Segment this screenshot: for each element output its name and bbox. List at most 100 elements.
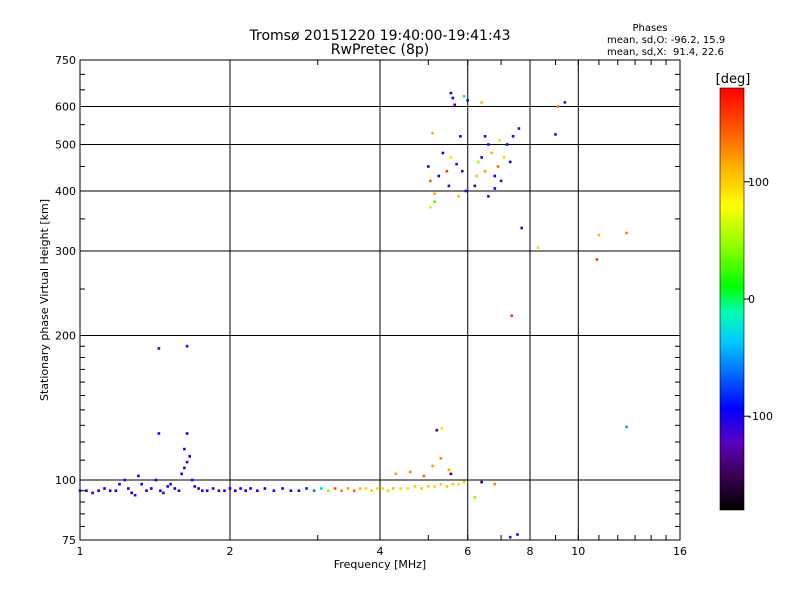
data-point	[391, 487, 395, 490]
grid	[80, 60, 680, 540]
data-point	[597, 233, 601, 237]
data-point	[449, 91, 453, 95]
data-point	[217, 489, 221, 492]
y-tick-label: 100	[55, 474, 76, 487]
data-point	[422, 474, 426, 478]
data-point	[487, 195, 490, 198]
data-point	[127, 487, 130, 490]
data-point	[473, 496, 477, 499]
data-point	[420, 487, 423, 490]
data-point	[103, 487, 106, 490]
data-point	[91, 491, 94, 495]
data-point	[154, 478, 158, 482]
data-point	[498, 139, 501, 142]
data-point	[223, 489, 226, 492]
data-point	[439, 457, 443, 460]
y-tick-label: 500	[55, 139, 76, 152]
data-point	[461, 169, 464, 173]
data-point	[625, 425, 628, 429]
data-point	[157, 347, 161, 350]
data-point	[197, 487, 200, 490]
data-point	[483, 135, 487, 138]
data-point	[563, 101, 567, 104]
data-point	[477, 160, 480, 164]
y-tick-label: 200	[55, 330, 76, 343]
data-point	[130, 491, 133, 495]
x-tick-label: 10	[571, 545, 585, 558]
data-point	[511, 135, 515, 138]
data-point	[205, 489, 209, 492]
data-point	[381, 487, 384, 490]
data-point	[228, 487, 232, 490]
data-point	[346, 487, 350, 490]
data-point	[433, 200, 436, 203]
y-tick-label: 75	[62, 534, 76, 547]
y-tick-label: 600	[55, 101, 76, 114]
data-point	[439, 482, 443, 486]
data-point	[114, 489, 118, 492]
data-point	[272, 489, 276, 492]
data-point	[433, 485, 436, 488]
data-point	[435, 428, 439, 432]
data-point	[211, 487, 215, 490]
data-point	[447, 468, 451, 472]
data-point	[508, 535, 512, 539]
data-point	[297, 489, 301, 492]
data-point	[554, 133, 557, 136]
x-tick-label: 6	[464, 545, 471, 558]
data-point	[188, 455, 191, 458]
data-point	[459, 135, 462, 138]
data-point	[185, 344, 189, 348]
data-point	[97, 489, 100, 492]
data-point	[376, 487, 379, 490]
data-point	[85, 489, 88, 492]
data-point	[455, 162, 458, 166]
data-point	[256, 489, 259, 492]
x-ticks: 1 2 4 6 8 10 16	[77, 60, 687, 558]
data-point	[429, 179, 432, 183]
data-point	[408, 470, 412, 474]
data-point	[508, 160, 512, 164]
y-tick-label: 400	[55, 185, 76, 198]
colorbar-ticks: 100 0 -100	[744, 176, 773, 423]
data-point	[386, 489, 390, 492]
colorbar-tick-label: 100	[748, 176, 769, 189]
data-point	[487, 143, 490, 146]
data-point	[502, 156, 506, 159]
data-point	[499, 179, 503, 183]
data-point	[180, 472, 183, 476]
y-ticks: 75 100 200 300 400 500 600 750	[55, 54, 680, 547]
data-point	[493, 482, 497, 486]
data-point	[183, 447, 186, 451]
data-point	[169, 482, 172, 486]
plot-area: 1 2 4 6 8 10 16 75 100 200 300 400 500 600 750	[55, 54, 687, 558]
data-point	[625, 231, 628, 235]
data-point	[493, 187, 497, 190]
data-point	[462, 480, 466, 484]
data-point	[440, 427, 443, 430]
data-point	[173, 487, 177, 490]
data-point	[556, 105, 560, 108]
colorbar-tick-label: 0	[748, 293, 755, 306]
data-point	[185, 432, 189, 435]
x-tick-label: 16	[673, 545, 687, 558]
data-point	[118, 482, 121, 486]
data-point	[451, 96, 455, 100]
data-point	[437, 174, 441, 178]
data-point	[333, 487, 337, 490]
data-point	[464, 189, 468, 193]
data-point	[320, 487, 323, 490]
data-point	[429, 206, 432, 209]
data-point	[517, 127, 521, 130]
data-point	[449, 156, 453, 159]
data-point	[480, 480, 483, 484]
data-point	[447, 184, 451, 188]
data-point	[370, 489, 373, 492]
data-point	[505, 143, 509, 146]
data-point	[193, 485, 197, 488]
data-point	[445, 485, 449, 488]
y-tick-label: 300	[55, 245, 76, 258]
data-point	[433, 192, 436, 195]
data-point	[480, 156, 483, 159]
